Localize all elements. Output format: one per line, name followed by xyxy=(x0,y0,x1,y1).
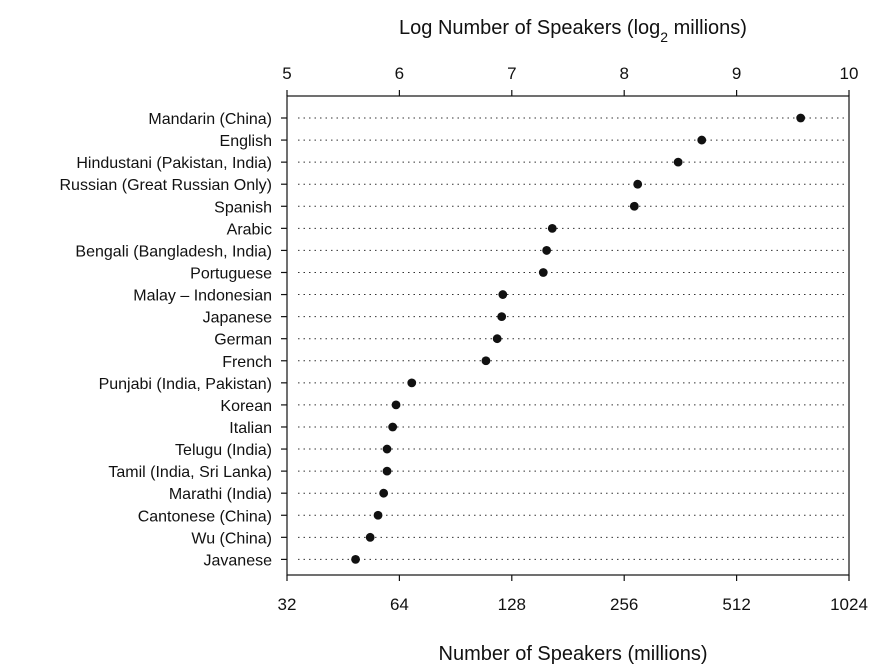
bottom-tick-label: 32 xyxy=(278,595,297,614)
category-label: French xyxy=(222,354,272,371)
category-label: Spanish xyxy=(214,199,272,216)
category-label: Tamil (India, Sri Lanka) xyxy=(108,464,272,481)
data-point xyxy=(382,466,392,476)
top-tick-label: 9 xyxy=(732,64,741,83)
bottom-tick-label: 256 xyxy=(610,595,638,614)
top-tick-label: 10 xyxy=(840,64,859,83)
data-point xyxy=(633,179,643,189)
data-point xyxy=(407,378,417,388)
data-point xyxy=(382,444,392,454)
data-point xyxy=(365,532,375,542)
category-label: Cantonese (China) xyxy=(138,508,272,525)
top-tick-label: 5 xyxy=(282,64,291,83)
category-label: Japanese xyxy=(203,310,272,327)
data-point xyxy=(542,246,552,255)
data-point xyxy=(379,488,389,498)
bottom-tick-label: 512 xyxy=(722,595,750,614)
category-label: Korean xyxy=(220,398,272,415)
bottom-axis-title: Number of Speakers (millions) xyxy=(439,643,708,665)
category-label: Russian (Great Russian Only) xyxy=(59,177,272,194)
category-label: Italian xyxy=(229,420,272,437)
data-point xyxy=(492,334,502,344)
plot-frame xyxy=(286,95,850,576)
category-label: Wu (China) xyxy=(191,530,272,547)
data-point xyxy=(697,135,707,145)
category-label: Portuguese xyxy=(190,265,272,282)
top-tick-label: 7 xyxy=(507,64,516,83)
category-label-layer: Mandarin (China) English Hindustani (Pakis… xyxy=(59,111,272,569)
data-point xyxy=(629,201,639,211)
tick-layer: 5 6 7 8 9 10 32 64 128 256 512 1024 xyxy=(278,64,868,614)
bottom-tick-label: 1024 xyxy=(830,595,868,614)
category-label: Marathi (India) xyxy=(169,486,272,503)
data-point xyxy=(388,422,398,432)
category-label: Punjabi (India, Pakistan) xyxy=(99,376,272,393)
data-point xyxy=(391,400,401,410)
category-label: Malay – Indonesian xyxy=(133,288,272,305)
data-point xyxy=(481,356,491,366)
bottom-tick-label: 64 xyxy=(390,595,409,614)
data-point xyxy=(538,268,548,277)
bottom-tick-label: 128 xyxy=(498,595,526,614)
data-point xyxy=(351,555,360,564)
category-label: Arabic xyxy=(227,221,272,238)
data-point xyxy=(373,510,383,520)
category-label: German xyxy=(214,332,272,349)
dot-layer xyxy=(351,113,806,564)
category-label: Mandarin (China) xyxy=(148,111,272,128)
top-tick-label: 8 xyxy=(619,64,628,83)
data-point xyxy=(796,113,806,123)
category-label: Telugu (India) xyxy=(175,442,272,459)
top-axis-title: Log Number of Speakers (log2 millions) xyxy=(399,17,747,45)
data-point xyxy=(497,312,507,322)
category-label: Javanese xyxy=(204,552,273,569)
top-tick-label: 6 xyxy=(395,64,404,83)
category-label: Bengali (Bangladesh, India) xyxy=(75,243,272,260)
category-label: Hindustani (Pakistan, India) xyxy=(76,155,272,172)
category-label: English xyxy=(220,133,272,150)
grid-layer xyxy=(298,117,846,560)
data-point xyxy=(673,157,683,167)
data-point xyxy=(498,290,508,299)
data-point xyxy=(547,223,557,233)
